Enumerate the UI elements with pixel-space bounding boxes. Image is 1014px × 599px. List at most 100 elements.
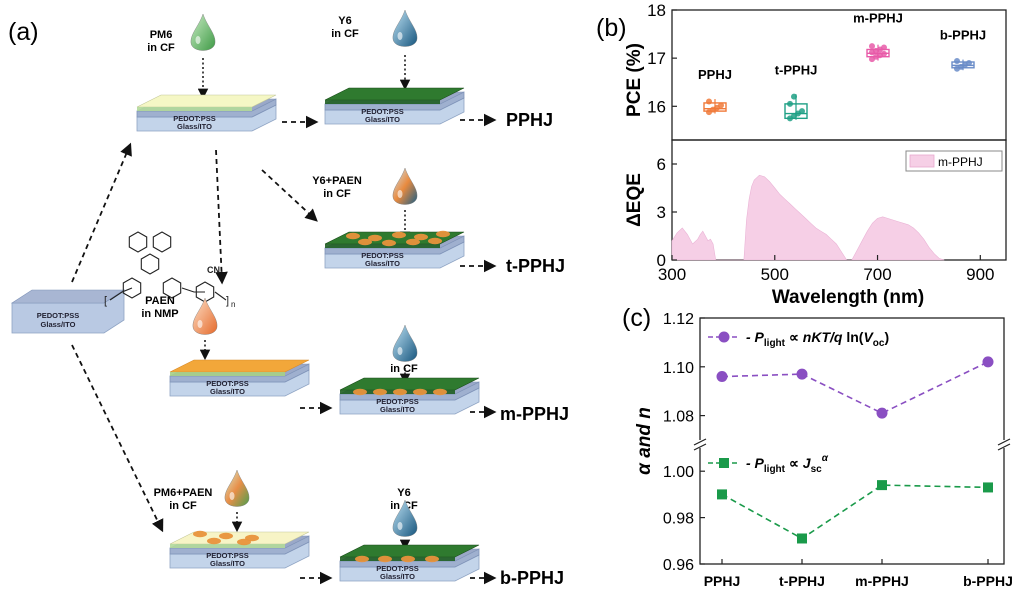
layer-label-glass-ito: Glass/ITO: [365, 259, 400, 268]
pce-category-label: m-PPHJ: [853, 11, 903, 26]
layer-label-pedot: PEDOT:PSS: [376, 397, 419, 406]
alpha-n-ytick-label: 1.10: [663, 360, 694, 377]
layer-label-pedot: PEDOT:PSS: [206, 551, 249, 560]
eqe-legend-text: m-PPHJ: [938, 155, 983, 169]
drop-label-pm6-cf: PM6 in CF: [147, 29, 175, 54]
svg-text:]: ]: [226, 295, 229, 307]
svg-text:[: [: [104, 295, 107, 307]
pce-category-label: b-PPHJ: [940, 28, 986, 43]
eqe-area-m-pphj: [671, 174, 945, 261]
drop-label-y6-paen-cf: Y6+PAEN in CF: [312, 175, 362, 200]
legend-text-alpha: - Plight ∝ Jscα: [746, 453, 829, 475]
alpha-n-plot-frame: [699, 317, 1005, 565]
series-line-alpha: [721, 484, 989, 540]
data-point-alpha: [797, 533, 807, 544]
data-point-alpha: [717, 489, 727, 500]
m-pphj-label: m-PPHJ: [500, 404, 569, 424]
pce-data-point: [706, 98, 712, 105]
process-arrow: [215, 149, 228, 285]
panel-label-b: (b): [596, 14, 627, 42]
t-pphj-label: t-PPHJ: [506, 256, 565, 276]
pce-box-t-PPHJ: t-PPHJ: [775, 62, 817, 122]
y6-paen-drop: [392, 167, 418, 205]
pce-data-point: [791, 93, 797, 100]
alpha-n-ylabel: α and n: [634, 407, 655, 475]
paen-drop: [192, 297, 218, 335]
pce-ytick-label: 18: [647, 1, 666, 20]
layer-label-pedot: PEDOT:PSS: [376, 564, 419, 573]
axis-break-mark: [693, 438, 707, 446]
layer-label-glass-ito: Glass/ITO: [380, 572, 415, 581]
layer-label-glass-ito: Glass/ITO: [210, 559, 245, 568]
pce-ylabel: PCE (%): [624, 43, 645, 117]
eqe-xtick-label: 500: [761, 265, 789, 284]
eqe-ytick-label: 0: [657, 251, 666, 270]
molecule-n-label: n: [231, 300, 235, 309]
layer-label-pedot: PEDOT:PSS: [361, 107, 404, 116]
b-pphj-label: b-PPHJ: [500, 568, 564, 588]
pce-data-point: [869, 43, 875, 50]
pce-box-b-PPHJ: b-PPHJ: [940, 28, 986, 72]
layer-label-pedot: PEDOT:PSS: [37, 311, 80, 320]
pce-data-point: [799, 108, 805, 115]
pce-box-m-PPHJ: m-PPHJ: [853, 11, 903, 63]
panel-label-c: (c): [622, 304, 651, 332]
eqe-xtick-label: 700: [863, 265, 891, 284]
eqe-ytick-label: 3: [657, 203, 666, 222]
y6-drop: [392, 324, 418, 362]
pce-data-point: [881, 50, 887, 57]
alpha-n-ytick-label: 1.08: [663, 409, 694, 426]
drop-label-pm6-paen-cf: PM6+PAEN in CF: [154, 487, 213, 512]
axis-break-mark: [693, 443, 707, 451]
process-arrow: [71, 344, 164, 533]
layer-label-pedot: PEDOT:PSS: [361, 251, 404, 260]
drop-label-paen-nmp: PAEN in NMP: [141, 295, 178, 320]
pm6-drop: [190, 13, 216, 51]
alpha-n-ytick-label: 0.96: [663, 557, 694, 574]
process-arrow: [261, 169, 318, 222]
layer-label-pedot: PEDOT:PSS: [173, 114, 216, 123]
data-point-alpha: [877, 480, 887, 491]
pce-data-point: [787, 100, 793, 107]
alpha-n-xtick-label: t-PPHJ: [779, 573, 825, 589]
axis-break-mark: [997, 443, 1011, 451]
layer-label-glass-ito: Glass/ITO: [365, 115, 400, 124]
pce-eqe-chart: 16 17 18 PPHJ t-PPHJ m-PPHJ b-PPHJ 0 3 6 300 500 7…: [624, 1, 1007, 308]
layer-label-glass-ito: Glass/ITO: [41, 320, 76, 329]
alpha-n-xtick-label: m-PPHJ: [855, 573, 909, 589]
eqe-xlabel: Wavelength (nm): [772, 287, 924, 308]
pce-box-PPHJ: PPHJ: [698, 67, 732, 116]
pce-data-point: [954, 58, 960, 65]
eqe-legend: m-PPHJ: [905, 150, 1003, 172]
pce-data-point: [881, 44, 887, 51]
pce-box-rect: [784, 103, 808, 120]
pm6-paen-drop: [224, 469, 250, 507]
eqe-legend-swatch: [909, 154, 935, 168]
panel-label-a: (a): [8, 18, 39, 46]
molecule-cn-label: CN: [207, 265, 220, 275]
pce-data-point: [966, 59, 972, 66]
data-point-n: [716, 371, 728, 383]
data-point-n: [876, 407, 888, 419]
alpha-n-chart: 1.08 1.10 1.12 0.96 0.98 1.00 PPHJ t-PPHJ m-PPHJ…: [634, 311, 1013, 589]
alpha-n-ytick-label: 1.00: [663, 464, 694, 481]
layer-label-glass-ito: Glass/ITO: [210, 387, 245, 396]
layer-label-pedot: PEDOT:PSS: [206, 379, 249, 388]
axis-break-mark: [997, 438, 1011, 446]
alpha-n-xtick-label: PPHJ: [704, 573, 741, 589]
alpha-n-ytick-label: 0.98: [663, 511, 694, 528]
layer-label-glass-ito: Glass/ITO: [380, 405, 415, 414]
alpha-n-ytick-label: 1.12: [663, 311, 694, 328]
pce-data-point: [718, 102, 724, 109]
device-label-pphj: PPHJ: [506, 110, 553, 130]
eqe-ylabel: ΔEQE: [624, 173, 645, 227]
process-arrow: [71, 142, 132, 283]
alpha-n-xtick-label: b-PPHJ: [963, 573, 1013, 589]
eqe-xtick-label: 900: [966, 265, 994, 284]
pce-ytick-label: 17: [647, 49, 666, 68]
